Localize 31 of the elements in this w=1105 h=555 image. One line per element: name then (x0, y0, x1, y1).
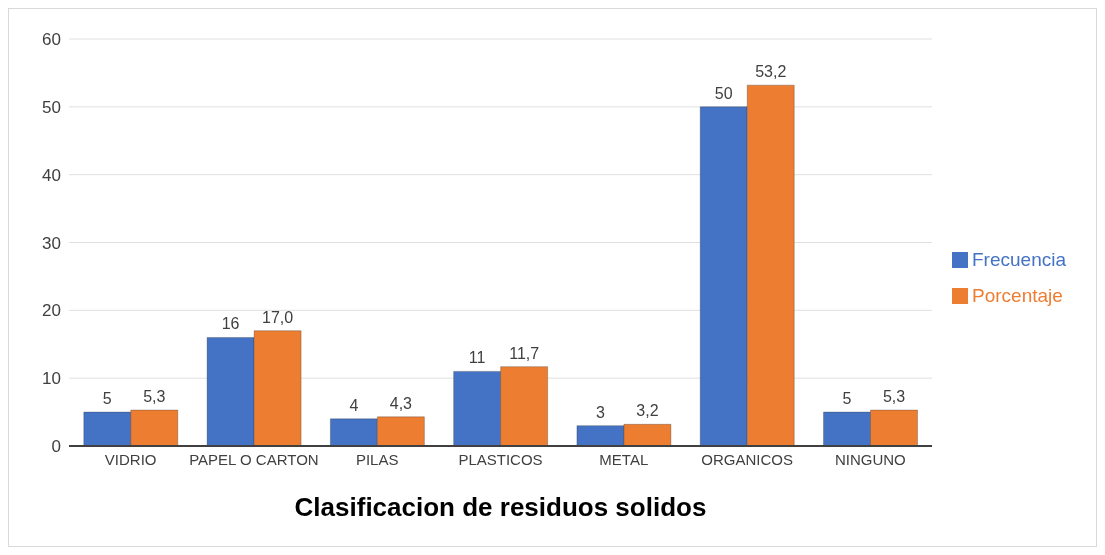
y-tick-label: 10 (42, 369, 61, 389)
data-label: 4,3 (389, 394, 413, 412)
x-tick-label: ORGANICOS (701, 450, 793, 468)
data-label: 5,3 (143, 388, 166, 406)
y-tick-label: 50 (42, 97, 61, 117)
data-label: 17,0 (262, 308, 294, 326)
data-label: 3,2 (636, 402, 659, 420)
data-label: 11 (468, 349, 486, 367)
x-tick-label: PLASTICOS (458, 450, 543, 468)
legend-label: Frecuencia (972, 248, 1066, 270)
x-tick-label: VIDRIO (104, 450, 157, 468)
x-tick-label: PAPEL O CARTON (189, 450, 319, 468)
data-label: 53,2 (755, 63, 787, 81)
legend-label: Porcentaje (972, 284, 1063, 306)
y-tick-label: 60 (42, 30, 61, 50)
x-axis-title: Clasificacion de residuos solidos (294, 492, 707, 522)
x-tick-label: PILAS (355, 450, 399, 468)
data-label: 5 (842, 390, 852, 408)
y-tick-label: 40 (42, 165, 61, 185)
data-label: 16 (221, 315, 240, 333)
y-tick-label: 30 (42, 233, 61, 253)
y-tick-label: 0 (51, 437, 61, 457)
data-label: 11,7 (509, 344, 540, 362)
data-label: 5,3 (882, 388, 906, 406)
data-label: 5 (102, 390, 112, 408)
x-tick-label: NINGUNO (834, 450, 906, 468)
y-tick-label: 20 (42, 301, 61, 321)
data-label: 50 (714, 84, 733, 102)
data-label: 3 (595, 403, 605, 421)
data-label: 4 (349, 396, 359, 414)
x-tick-label: METAL (599, 450, 649, 468)
